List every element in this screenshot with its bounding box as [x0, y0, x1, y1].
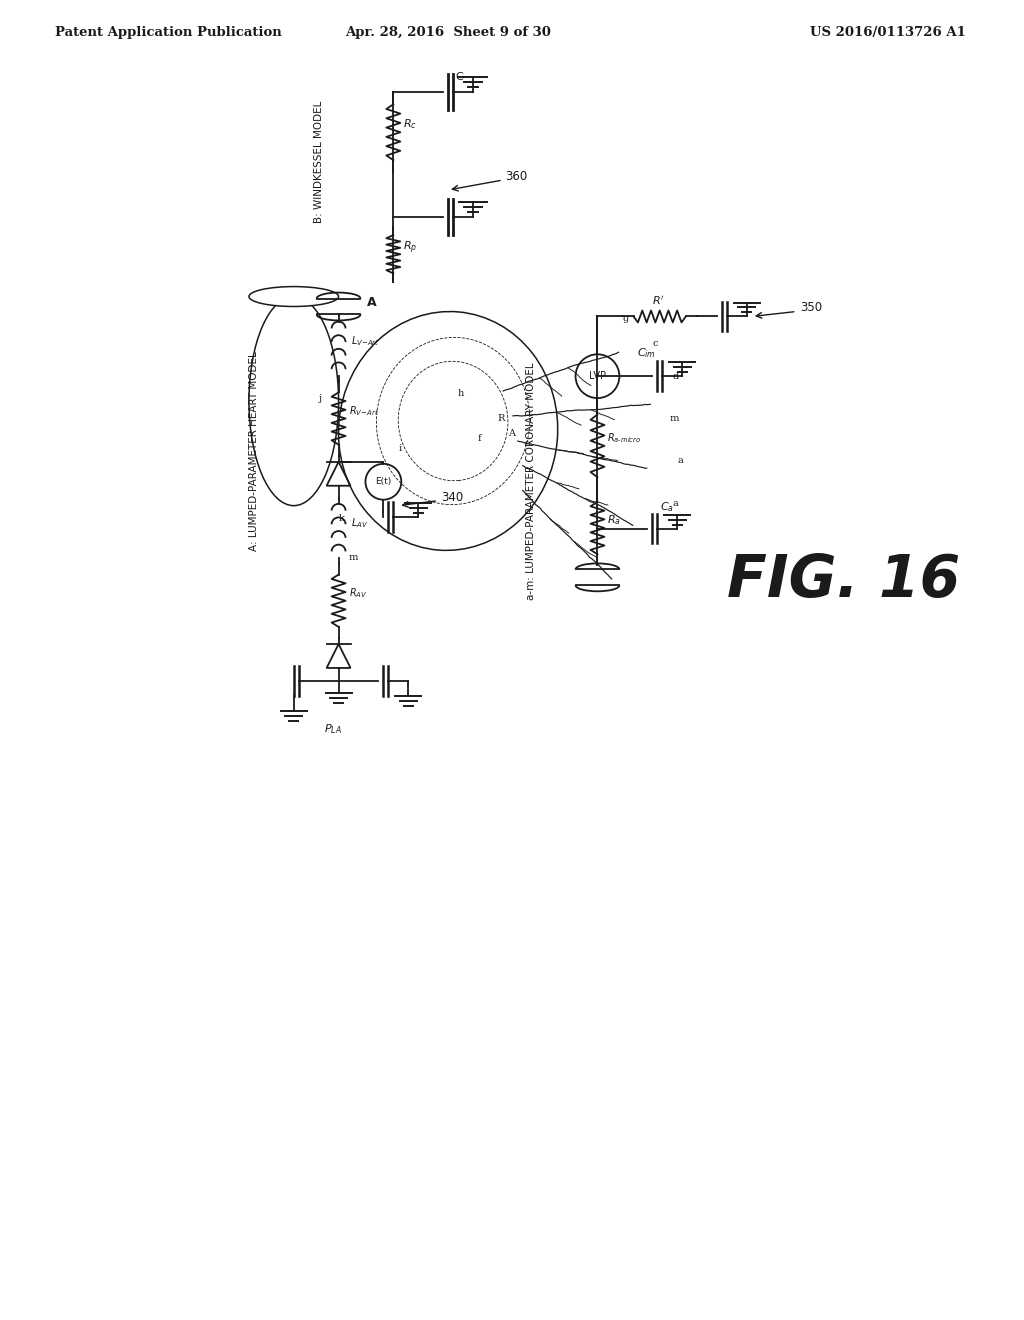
Ellipse shape: [249, 286, 339, 306]
Text: $R_{AV}$: $R_{AV}$: [348, 586, 367, 601]
Text: g: g: [623, 314, 629, 323]
Text: $C_{im}$: $C_{im}$: [637, 346, 656, 360]
Text: k: k: [339, 513, 344, 523]
Text: i: i: [398, 444, 401, 453]
Text: j: j: [318, 395, 322, 403]
Text: $R_{a\text{-}micro}$: $R_{a\text{-}micro}$: [607, 430, 642, 445]
Text: US 2016/0113726 A1: US 2016/0113726 A1: [810, 26, 966, 40]
Text: $L_{V\!-\!Art}$: $L_{V\!-\!Art}$: [350, 334, 379, 348]
Text: A: LUMPED-PARAMETER HEART MODEL: A: LUMPED-PARAMETER HEART MODEL: [249, 351, 259, 550]
Text: A: A: [508, 429, 515, 438]
Text: R: R: [498, 414, 505, 422]
Text: $L_{AV}$: $L_{AV}$: [350, 516, 368, 531]
Text: $P_{LA}$: $P_{LA}$: [324, 722, 341, 737]
Text: $R_c$: $R_c$: [403, 117, 417, 131]
Text: 360: 360: [505, 170, 527, 183]
Text: Apr. 28, 2016  Sheet 9 of 30: Apr. 28, 2016 Sheet 9 of 30: [345, 26, 551, 40]
Text: d: d: [672, 372, 679, 381]
Text: a-m: LUMPED-PARAMETER CORONARY MODEL: a-m: LUMPED-PARAMETER CORONARY MODEL: [525, 362, 536, 599]
Text: C: C: [455, 73, 463, 82]
Text: m: m: [348, 553, 358, 562]
Text: $R_{V\!-\!Art}$: $R_{V\!-\!Art}$: [348, 404, 379, 418]
Text: $R_a$: $R_a$: [607, 513, 622, 528]
Text: 350: 350: [801, 301, 822, 314]
Text: Patent Application Publication: Patent Application Publication: [54, 26, 282, 40]
Text: FIG. 16: FIG. 16: [727, 552, 961, 609]
Text: a: a: [672, 499, 678, 508]
Text: 340: 340: [441, 491, 464, 504]
Text: E(t): E(t): [375, 478, 391, 486]
Text: $R'$: $R'$: [652, 294, 665, 306]
Text: h: h: [458, 389, 464, 399]
Text: $R_p$: $R_p$: [403, 239, 418, 256]
Text: c: c: [652, 339, 657, 348]
Text: a: a: [677, 455, 683, 465]
Text: A: A: [367, 297, 376, 309]
Text: LVP: LVP: [589, 371, 606, 381]
Text: $C_a$: $C_a$: [660, 500, 674, 515]
Text: f: f: [478, 434, 481, 444]
Text: B: WINDKESSEL MODEL: B: WINDKESSEL MODEL: [313, 100, 324, 223]
Text: m: m: [669, 414, 679, 422]
